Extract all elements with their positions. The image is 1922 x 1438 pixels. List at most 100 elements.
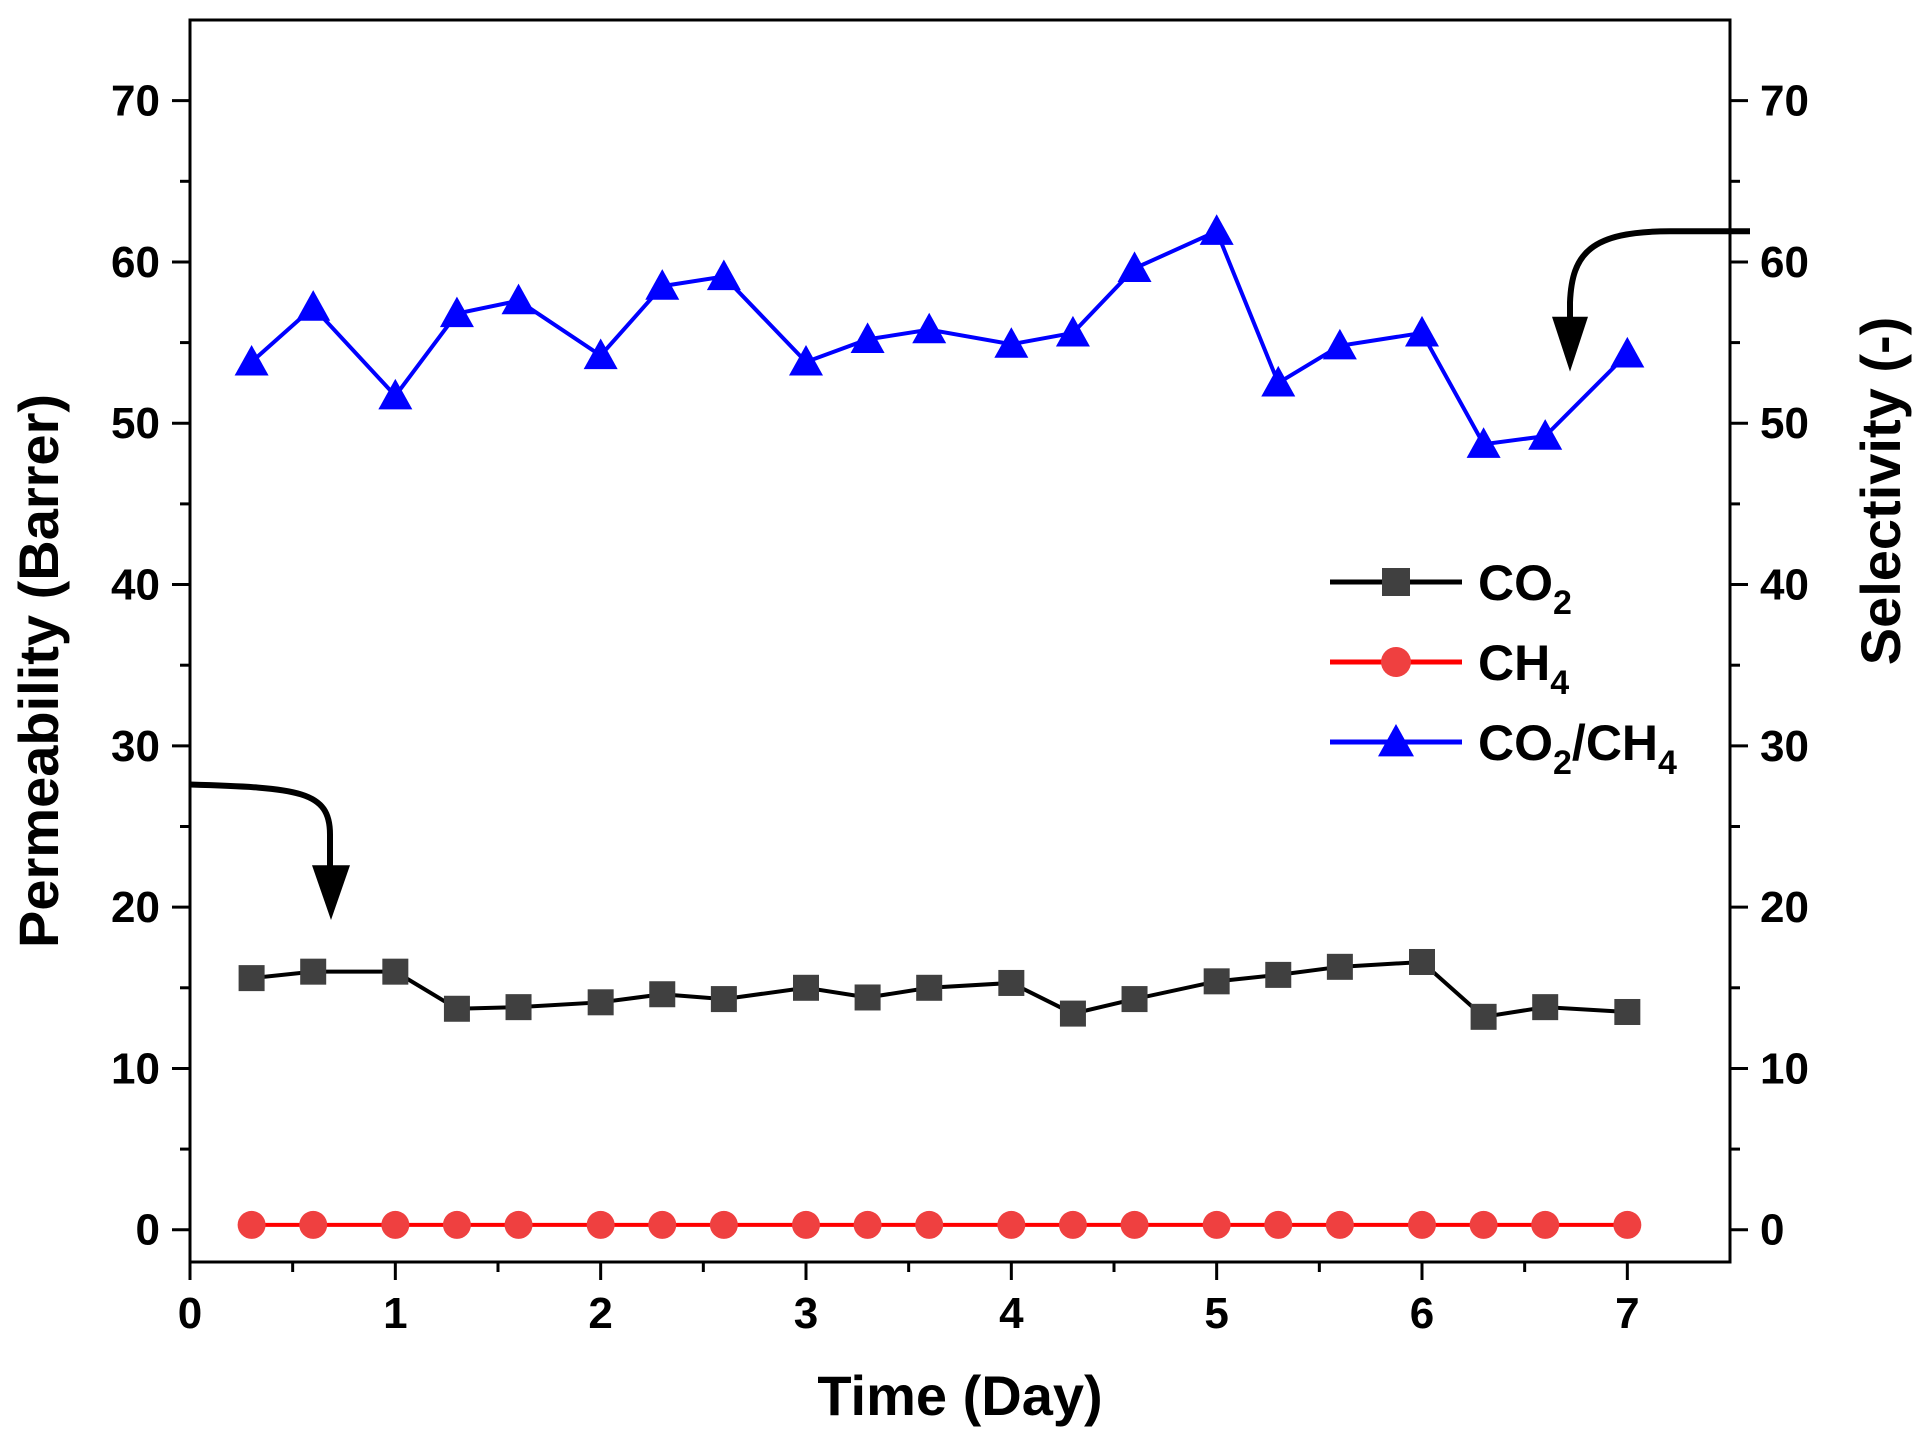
- data-point: [299, 1210, 328, 1239]
- y-right-tick-label: 70: [1760, 77, 1809, 126]
- data-point: [234, 344, 269, 376]
- data-point: [1265, 961, 1292, 988]
- x-tick-label: 7: [1615, 1289, 1639, 1338]
- legend: CO2 CH4 CO2/CH4: [1330, 555, 1677, 782]
- series-1: [237, 1210, 1642, 1239]
- data-point: [912, 312, 947, 344]
- arrow-to-right-axis-curve: [1567, 228, 1750, 319]
- data-point: [378, 378, 413, 410]
- data-point: [915, 1210, 944, 1239]
- data-point: [994, 327, 1029, 358]
- data-point: [443, 995, 470, 1022]
- data-point: [439, 296, 474, 328]
- data-point: [1528, 419, 1563, 450]
- y-left-tick-label: 20: [111, 883, 160, 932]
- data-point: [1199, 214, 1234, 245]
- x-tick-label: 5: [1204, 1289, 1228, 1338]
- data-point: [1614, 998, 1641, 1025]
- data-point: [649, 981, 676, 1008]
- data-point: [1532, 994, 1559, 1021]
- x-tick-label: 0: [178, 1289, 202, 1338]
- arrow-to-left-axis-curve: [189, 781, 333, 867]
- y-right-tick-label: 40: [1760, 561, 1809, 610]
- data-point: [1203, 968, 1230, 995]
- legend-marker: [1381, 647, 1411, 677]
- data-point: [300, 958, 327, 985]
- y-right-tick-label: 10: [1760, 1044, 1809, 1093]
- data-point: [1531, 1210, 1560, 1239]
- series-0: [238, 948, 1641, 1030]
- data-point: [501, 283, 536, 315]
- data-point: [1322, 328, 1357, 360]
- data-point: [997, 1210, 1026, 1239]
- data-point: [583, 338, 618, 370]
- data-point: [1405, 315, 1439, 347]
- x-axis-title: Time (Day): [817, 1364, 1102, 1427]
- data-point: [586, 1210, 615, 1239]
- y-left-tick-label: 40: [111, 561, 160, 610]
- y-right-tick-label: 20: [1760, 883, 1809, 932]
- data-point: [706, 259, 741, 291]
- data-point: [1466, 427, 1501, 458]
- data-point: [296, 290, 331, 321]
- data-point: [1326, 953, 1353, 980]
- data-point: [504, 1210, 533, 1239]
- data-point: [1409, 948, 1435, 975]
- data-point: [850, 322, 885, 353]
- data-point: [1261, 365, 1296, 397]
- data-point: [709, 1210, 738, 1239]
- data-point: [1202, 1210, 1231, 1239]
- arrow-to-right-axis-head: [1552, 316, 1588, 372]
- x-tick-label: 2: [588, 1289, 612, 1338]
- y-right-tick-label: 50: [1760, 399, 1809, 448]
- annotations-group: [189, 228, 1750, 921]
- series-2: [234, 214, 1645, 458]
- x-tick-label: 3: [794, 1289, 818, 1338]
- data-point: [1059, 1000, 1086, 1027]
- data-point: [648, 1210, 677, 1239]
- y-axis-left-title: Permeability (Barrer): [7, 394, 70, 948]
- data-point: [789, 344, 823, 376]
- data-point: [238, 965, 265, 992]
- data-point: [710, 986, 737, 1013]
- y-left-tick-label: 0: [136, 1206, 160, 1255]
- y-right-tick-label: 0: [1760, 1206, 1784, 1255]
- data-point: [1470, 1003, 1497, 1030]
- legend-label: CO2: [1478, 555, 1572, 622]
- y-left-tick-label: 70: [111, 77, 160, 126]
- data-point: [1120, 1210, 1149, 1239]
- y-axis-right-title: Selectivity (-): [1849, 317, 1912, 666]
- data-point: [1408, 1210, 1436, 1239]
- x-tick-label: 4: [999, 1289, 1024, 1338]
- y-left-tick-label: 60: [111, 238, 160, 287]
- y-left-tick-label: 50: [111, 399, 160, 448]
- data-point: [1055, 315, 1090, 347]
- legend-marker: [1378, 724, 1414, 757]
- data-point: [505, 994, 532, 1021]
- data-point: [1469, 1210, 1498, 1239]
- data-point: [1610, 336, 1645, 368]
- y-left-tick-label: 10: [111, 1044, 160, 1093]
- data-point: [853, 1210, 882, 1239]
- data-point: [1121, 986, 1148, 1013]
- y-left-tick-label: 30: [111, 722, 160, 771]
- data-point: [793, 974, 819, 1001]
- series-layer: [234, 214, 1645, 1239]
- legend-marker: [1382, 568, 1410, 596]
- data-point: [587, 989, 614, 1016]
- data-point: [237, 1210, 266, 1239]
- plot-frame: [188, 18, 1732, 1264]
- data-point: [1325, 1210, 1354, 1239]
- data-point: [1117, 251, 1152, 282]
- legend-label: CO2/CH4: [1478, 715, 1677, 782]
- legend-label: CH4: [1478, 635, 1569, 702]
- y-right-tick-label: 30: [1760, 722, 1809, 771]
- data-point: [854, 984, 881, 1011]
- data-point: [442, 1210, 471, 1239]
- x-tick-label: 6: [1410, 1289, 1434, 1338]
- data-point: [645, 269, 680, 300]
- data-point: [1058, 1210, 1087, 1239]
- data-point: [1264, 1210, 1293, 1239]
- data-point: [382, 958, 409, 985]
